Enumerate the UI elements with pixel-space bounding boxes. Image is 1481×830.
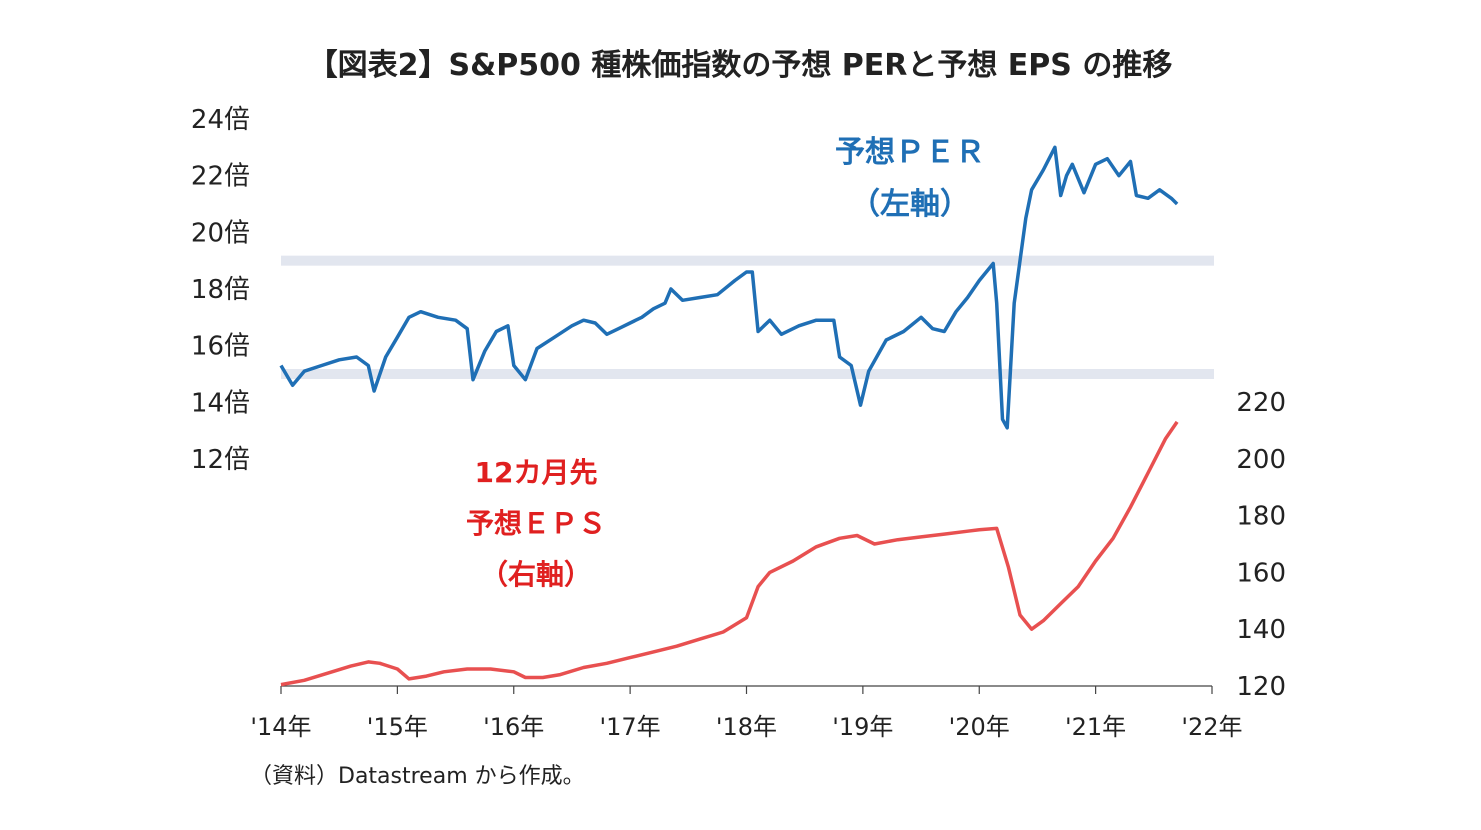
- x-tick-label: '22年: [1181, 713, 1242, 741]
- right-tick-label: 160: [1236, 558, 1286, 588]
- source-note: （資料）Datastream から作成。: [250, 764, 585, 789]
- x-axis: '14年 '15年 '16年 '17年 '18年 '19年 '20年 '21年 '22年: [250, 685, 1243, 741]
- reference-bands: [281, 255, 1214, 379]
- left-tick-label: 18倍: [191, 275, 250, 305]
- right-tick-label: 120: [1236, 672, 1286, 702]
- x-tick-label: '20年: [949, 713, 1010, 741]
- left-tick-label: 16倍: [191, 332, 250, 362]
- eps-annotation: 12カ月先 予想ＥＰＳ （右軸）: [466, 456, 606, 591]
- right-axis-ticks: 220 200 180 160 140 120: [1236, 388, 1286, 702]
- x-tick-label: '18年: [716, 713, 777, 741]
- right-tick-label: 200: [1236, 445, 1286, 475]
- eps-annotation-line-2: 予想ＥＰＳ: [466, 507, 606, 540]
- left-tick-label: 24倍: [191, 105, 250, 135]
- left-tick-label: 14倍: [191, 388, 250, 418]
- chart-title: 【図表2】S&P500 種株価指数の予想 PERと予想 EPS の推移: [308, 48, 1173, 83]
- reference-band-1: [281, 255, 1214, 266]
- x-tick-label: '17年: [600, 713, 661, 741]
- eps-series-line: [280, 420, 1179, 687]
- x-tick-label: '19年: [832, 713, 893, 741]
- x-tick-label: '16年: [483, 713, 544, 741]
- left-tick-label: 12倍: [191, 445, 250, 475]
- x-tick-label: '14年: [250, 713, 311, 741]
- x-tick-label: '21年: [1065, 713, 1126, 741]
- left-tick-label: 22倍: [191, 162, 250, 192]
- per-annotation: 予想ＰＥＲ （左軸）: [835, 135, 985, 222]
- per-annotation-line-2: （左軸）: [850, 187, 970, 222]
- right-tick-label: 220: [1236, 388, 1286, 418]
- right-tick-label: 140: [1236, 615, 1286, 645]
- eps-annotation-line-1: 12カ月先: [475, 456, 598, 489]
- right-tick-label: 180: [1236, 502, 1286, 532]
- reference-band-0: [281, 369, 1214, 379]
- x-tick-label: '15年: [367, 713, 428, 741]
- per-series-line: [279, 145, 1179, 430]
- per-annotation-line-1: 予想ＰＥＲ: [835, 135, 985, 170]
- left-tick-label: 20倍: [191, 218, 250, 248]
- left-axis-ticks: 24倍 22倍 20倍 18倍 16倍 14倍 12倍: [191, 105, 250, 475]
- eps-annotation-line-3: （右軸）: [480, 558, 592, 591]
